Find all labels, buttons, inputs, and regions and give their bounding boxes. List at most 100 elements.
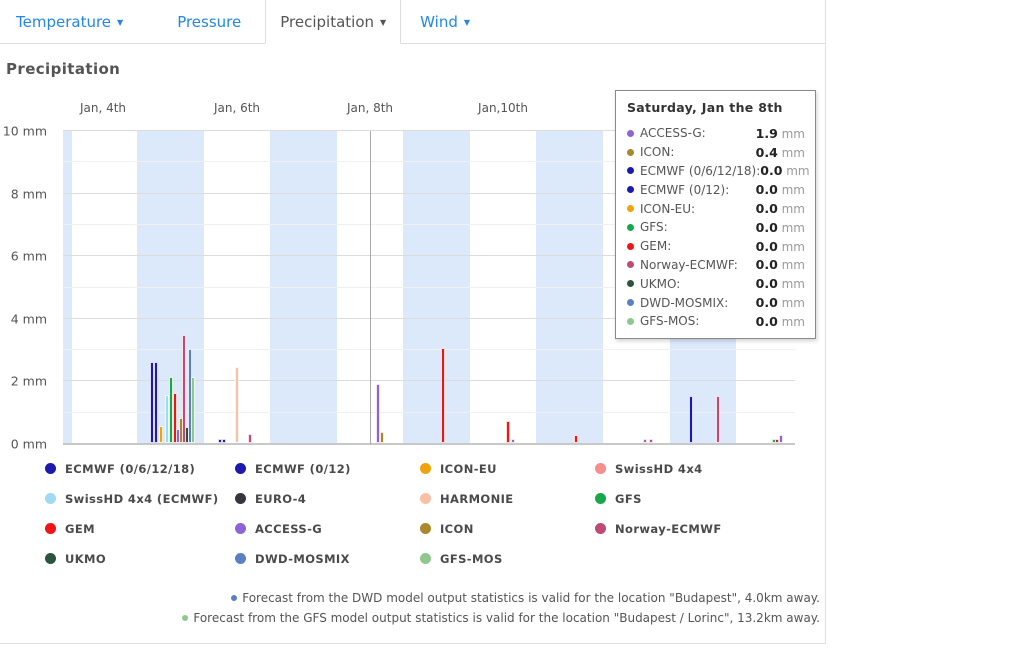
- legend-item[interactable]: EURO-4: [235, 488, 420, 509]
- tooltip-value: 0.4 mm: [755, 144, 805, 160]
- tooltip-unit: mm: [777, 277, 805, 292]
- tooltip-value: 0.0 mm: [755, 238, 805, 254]
- bar-norway-ecmwf[interactable]: [247, 433, 252, 443]
- bar-ecmwf-0-12-[interactable]: [221, 439, 226, 443]
- chevron-down-icon: ▼: [117, 18, 124, 27]
- legend-item[interactable]: UKMO: [45, 548, 235, 569]
- legend-dot-icon: [45, 523, 56, 534]
- tab-precipitation[interactable]: Precipitation ▼: [265, 0, 402, 44]
- chart-tooltip: Saturday, Jan the 8th ACCESS-G: 1.9 mm ICO…: [615, 90, 816, 339]
- legend-dot-icon: [595, 493, 606, 504]
- bar-ecmwf-0-6-12-18-[interactable]: [689, 396, 693, 443]
- footnotes: Forecast from the DWD model output stati…: [0, 588, 820, 628]
- bar-icon-eu[interactable]: [158, 425, 163, 443]
- legend-dot-icon: [45, 493, 56, 504]
- tooltip-value: 0.0 mm: [755, 201, 805, 217]
- tooltip-model-label: ECMWF (0/12):: [640, 182, 730, 197]
- note-dot-icon: [182, 615, 189, 621]
- tab-pressure[interactable]: Pressure: [153, 0, 266, 44]
- legend-item[interactable]: ICON-EU: [420, 458, 595, 479]
- tooltip-value: 0.0 mm: [755, 276, 805, 292]
- tooltip-row: DWD-MOSMIX: 0.0 mm: [627, 293, 805, 312]
- tab-temperature[interactable]: Temperature ▼: [0, 0, 154, 44]
- legend-item[interactable]: ECMWF (0/6/12/18): [45, 458, 235, 479]
- tooltip-value: 1.9 mm: [755, 125, 805, 141]
- grid-line: [63, 192, 795, 194]
- legend-item[interactable]: GFS: [595, 488, 815, 509]
- chevron-down-icon: ▼: [463, 18, 471, 27]
- tooltip-row: GFS-MOS: 0.0 mm: [627, 312, 805, 331]
- bar-swisshd-4x4-ecmwf-[interactable]: [165, 394, 169, 443]
- tooltip-unit: mm: [777, 314, 805, 329]
- tooltip-model-label: Norway-ECMWF:: [640, 257, 738, 272]
- bar-ecmwf-0-6-12-18-[interactable]: [150, 361, 154, 443]
- legend-dot-icon: [45, 553, 56, 564]
- legend-label: ECMWF (0/12): [255, 461, 351, 476]
- bar-gem[interactable]: [506, 421, 510, 443]
- model-dot-icon: [627, 242, 634, 250]
- bar-gfs-mos[interactable]: [190, 377, 195, 443]
- bar-gem[interactable]: [573, 434, 578, 443]
- bar-norway-ecmwf[interactable]: [182, 335, 186, 443]
- legend-label: ACCESS-G: [255, 521, 323, 536]
- grid-line: [63, 286, 795, 288]
- bar-access-g[interactable]: [642, 439, 647, 443]
- tooltip-model-label: GEM:: [640, 239, 672, 254]
- tooltip-row: Norway-ECMWF: 0.0 mm: [627, 256, 805, 275]
- crosshair-line: [370, 131, 371, 444]
- y-tick-label: 10 mm: [2, 123, 47, 139]
- legend-item[interactable]: ICON: [420, 518, 595, 539]
- tooltip-row: ECMWF (0/6/12/18): 0.0 mm: [627, 162, 810, 181]
- legend-item[interactable]: SwissHD 4x4 (ECMWF): [45, 488, 235, 509]
- legend-item[interactable]: ACCESS-G: [235, 518, 420, 539]
- bar-gem[interactable]: [173, 392, 177, 443]
- tooltip-unit: mm: [777, 239, 805, 254]
- legend-item[interactable]: SwissHD 4x4: [595, 458, 815, 479]
- model-dot-icon: [627, 317, 634, 325]
- day-band: [403, 131, 470, 444]
- model-dot-icon: [627, 148, 634, 156]
- tooltip-rows: ACCESS-G: 1.9 mm ICON: 0.4 mm ECMWF (0/6/12/…: [627, 124, 810, 331]
- legend-label: HARMONIE: [440, 491, 514, 506]
- legend-item[interactable]: HARMONIE: [420, 488, 595, 509]
- y-tick-label: 8 mm: [10, 186, 47, 202]
- bar-norway-ecmwf[interactable]: [648, 439, 653, 443]
- tooltip-value: 0.0 mm: [755, 219, 805, 235]
- legend-label: ECMWF (0/6/12/18): [65, 461, 196, 476]
- model-dot-icon: [627, 205, 634, 213]
- tab-wind[interactable]: Wind ▼: [401, 0, 491, 44]
- grid-line: [63, 380, 795, 382]
- bar-access-g[interactable]: [778, 434, 783, 443]
- legend-dot-icon: [420, 463, 431, 474]
- tab-label-precipitation: Precipitation: [280, 12, 375, 31]
- bar-norway-ecmwf[interactable]: [715, 396, 720, 443]
- model-dot-icon: [627, 186, 634, 194]
- legend-item[interactable]: GEM: [45, 518, 235, 539]
- legend-dot-icon: [235, 493, 246, 504]
- chart-legend: ECMWF (0/6/12/18) ECMWF (0/12) ICON-EU Swis…: [45, 458, 815, 569]
- legend-item[interactable]: ECMWF (0/12): [235, 458, 420, 479]
- tooltip-unit: mm: [777, 126, 805, 141]
- legend-label: EURO-4: [255, 491, 307, 506]
- model-dot-icon: [627, 299, 634, 307]
- bar-ecmwf-0-12-[interactable]: [154, 361, 158, 443]
- bar-gem[interactable]: [440, 347, 445, 443]
- day-band: [63, 131, 72, 444]
- tooltip-model-label: ACCESS-G:: [640, 126, 706, 141]
- bar-access-g[interactable]: [376, 383, 380, 443]
- bar-icon[interactable]: [379, 432, 384, 443]
- legend-item[interactable]: DWD-MOSMIX: [235, 548, 420, 569]
- tooltip-unit: mm: [777, 183, 805, 198]
- grid-line: [63, 317, 795, 319]
- tooltip-model-label: ICON-EU:: [640, 201, 696, 216]
- legend-item[interactable]: Norway-ECMWF: [595, 518, 815, 539]
- legend-item[interactable]: GFS-MOS: [420, 548, 595, 569]
- bar-gfs[interactable]: [169, 377, 173, 443]
- y-tick-label: 2 mm: [10, 373, 47, 389]
- bar-access-g[interactable]: [510, 439, 515, 443]
- y-tick-label: 4 mm: [10, 311, 47, 327]
- bar-harmonie[interactable]: [234, 367, 239, 443]
- legend-label: GEM: [65, 521, 95, 536]
- legend-dot-icon: [420, 523, 431, 534]
